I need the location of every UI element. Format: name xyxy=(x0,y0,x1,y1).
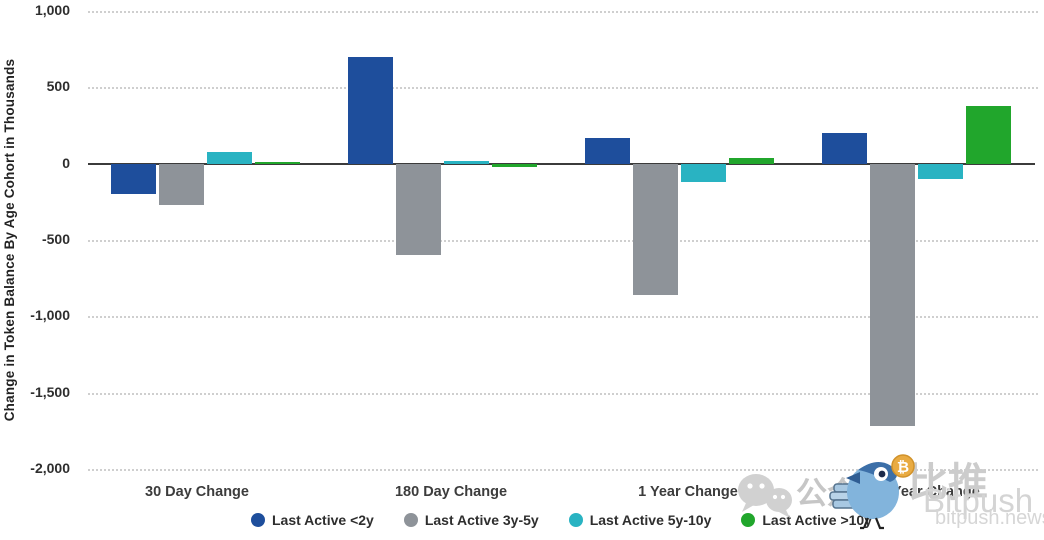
x-category-label: 1 Year Change xyxy=(638,484,738,500)
bar-last-active-10y-group2 xyxy=(492,163,537,167)
bar-last-active-2y-group3 xyxy=(585,137,630,164)
bar-last-active-10y-group1 xyxy=(255,162,300,164)
gridline xyxy=(88,240,1038,243)
y-tick-label: -1,000 xyxy=(30,307,70,324)
gridline xyxy=(88,469,1038,472)
x-category-label: 2 Year Change xyxy=(880,484,980,500)
legend-item: Last Active <2y xyxy=(251,512,374,528)
bar-last-active-5y-10y-group3 xyxy=(681,163,726,182)
y-tick-label: -1,500 xyxy=(30,383,70,400)
y-tick-label: -500 xyxy=(41,231,70,248)
bar-last-active-5y-10y-group1 xyxy=(207,152,252,164)
gridline xyxy=(88,392,1038,395)
y-tick-label: 1,000 xyxy=(34,2,70,19)
bar-last-active-2y-group1 xyxy=(111,163,156,195)
legend-item: Last Active 3y-5y xyxy=(403,512,539,528)
bitcoin-symbol: ₿ xyxy=(897,459,909,476)
gridline xyxy=(88,316,1038,319)
legend-item: Last Active 5y-10y xyxy=(568,512,712,528)
y-tick-label: -2,000 xyxy=(30,460,70,477)
gridline xyxy=(88,87,1038,90)
gridline xyxy=(88,11,1038,14)
x-category-label: 180 Day Change xyxy=(394,484,508,500)
bar-last-active-10y-group4 xyxy=(966,105,1011,164)
legend: Last Active <2y Last Active 3y-5y Last Act… xyxy=(88,512,1035,528)
bar-last-active-2y-group4 xyxy=(822,133,867,164)
legend-dot-icon xyxy=(568,513,583,527)
legend-dot-icon xyxy=(251,513,265,527)
legend-label: Last Active 3y-5y xyxy=(424,512,539,528)
bar-last-active-10y-group3 xyxy=(729,158,774,164)
x-axis-zero-line xyxy=(88,162,1035,165)
legend-dot-icon xyxy=(403,513,418,527)
bar-last-active-3y-5y-group4 xyxy=(870,163,915,427)
legend-label: Last Active 5y-10y xyxy=(589,512,712,528)
bar-last-active-5y-10y-group4 xyxy=(918,163,963,179)
legend-item: Last Active >10y xyxy=(741,512,872,528)
bar-last-active-3y-5y-group1 xyxy=(159,163,204,205)
bar-last-active-2y-group2 xyxy=(348,56,393,164)
legend-label: Last Active <2y xyxy=(272,512,374,528)
x-category-label: 30 Day Change xyxy=(145,484,249,500)
bitcoin-coin-icon: ₿ xyxy=(891,454,915,478)
legend-label: Last Active >10y xyxy=(762,512,872,528)
y-tick-label: 0 xyxy=(62,154,70,171)
bar-last-active-5y-10y-group2 xyxy=(444,160,489,164)
bar-last-active-3y-5y-group2 xyxy=(396,163,441,256)
bar-last-active-3y-5y-group3 xyxy=(633,163,678,295)
y-tick-label: 500 xyxy=(46,78,70,95)
legend-dot-icon xyxy=(741,513,756,527)
